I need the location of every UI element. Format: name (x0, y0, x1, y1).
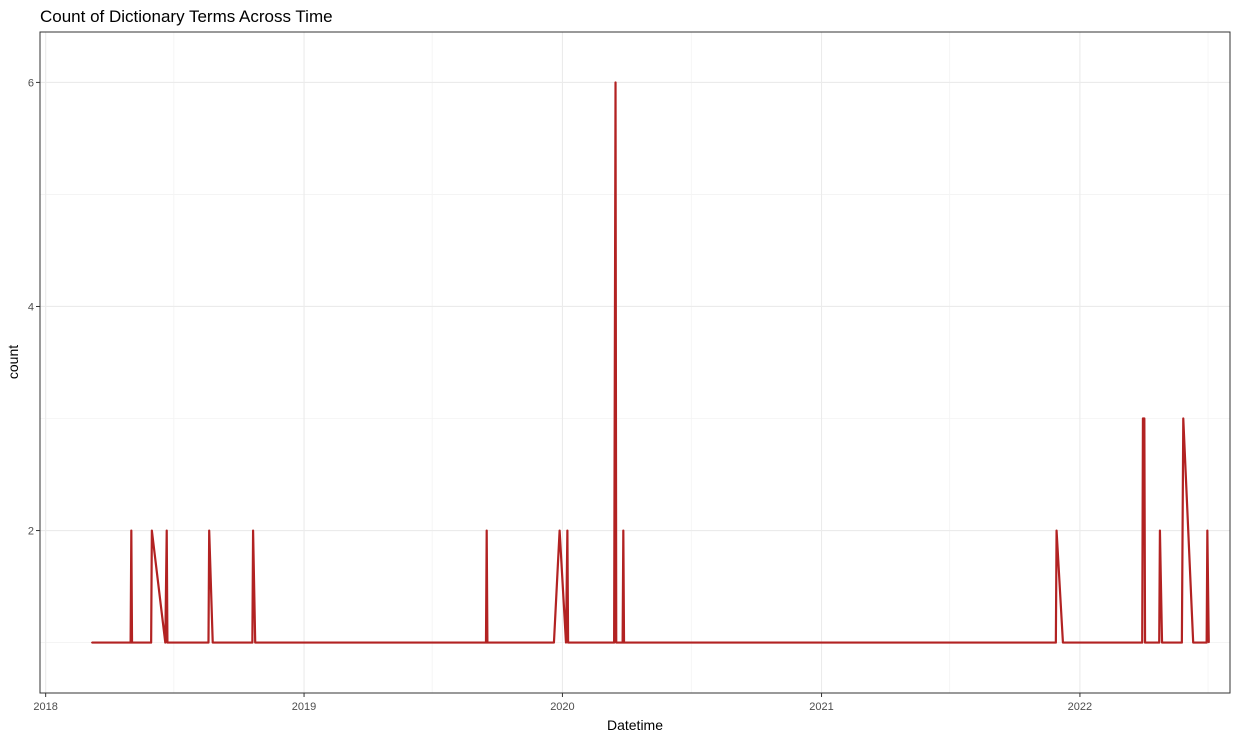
series-layer (91, 81, 1210, 644)
data-point (615, 641, 617, 644)
data-point (1144, 641, 1146, 644)
data-point (567, 641, 569, 644)
chart-title: Count of Dictionary Terms Across Time (40, 7, 333, 26)
data-point (1143, 417, 1145, 420)
x-tick-label: 2018 (33, 701, 57, 713)
data-point (164, 641, 166, 644)
data-point (559, 529, 561, 532)
data-point (565, 641, 567, 644)
data-point (166, 529, 168, 532)
data-point (1055, 529, 1058, 532)
x-tick-label: 2020 (550, 701, 574, 713)
data-point (1055, 641, 1057, 644)
data-point (1192, 641, 1194, 644)
data-point (151, 529, 153, 532)
data-point (486, 529, 488, 532)
data-point (1161, 641, 1163, 644)
y-tick-label: 2 (28, 526, 34, 538)
data-point (91, 641, 93, 644)
plot-border (39, 31, 1231, 694)
data-point (1208, 641, 1210, 644)
y-tick-label: 6 (28, 77, 34, 89)
data-point (1182, 417, 1184, 420)
data-point (1062, 641, 1064, 644)
x-tick-labels: 2018 2019 2020 2021 2022 (33, 701, 1092, 713)
data-point (131, 641, 133, 644)
data-point (130, 641, 132, 644)
data-point (212, 641, 214, 644)
data-point (566, 529, 568, 532)
data-point (1181, 641, 1183, 644)
data-point (208, 529, 210, 532)
y-tick-label: 4 (28, 301, 34, 313)
data-point (1158, 641, 1160, 644)
x-axis-label: Datetime (607, 717, 663, 733)
data-point (1206, 529, 1208, 532)
data-point (613, 641, 615, 644)
data-point (622, 529, 624, 532)
data-point (486, 641, 488, 644)
x-tick-label: 2019 (292, 701, 316, 713)
data-point (1142, 417, 1144, 420)
data-point (614, 81, 617, 84)
data-point (1141, 641, 1143, 644)
x-tick-label: 2021 (809, 701, 833, 713)
data-point (623, 641, 625, 644)
y-tick-labels: 2 4 6 (28, 77, 34, 537)
major-grid (40, 32, 1230, 693)
data-point (1159, 529, 1161, 532)
data-point (1206, 641, 1208, 644)
data-point (485, 641, 487, 644)
data-point (130, 529, 132, 532)
data-point (252, 529, 254, 532)
y-axis-label: count (5, 345, 21, 379)
data-point (207, 641, 210, 644)
data-point (166, 641, 169, 644)
x-tick-label: 2022 (1068, 701, 1092, 713)
data-point (622, 641, 624, 644)
data-point (251, 641, 253, 644)
data-point (553, 641, 555, 644)
axis-ticks (36, 81, 1081, 697)
data-point (254, 641, 256, 644)
data-point (150, 641, 152, 644)
